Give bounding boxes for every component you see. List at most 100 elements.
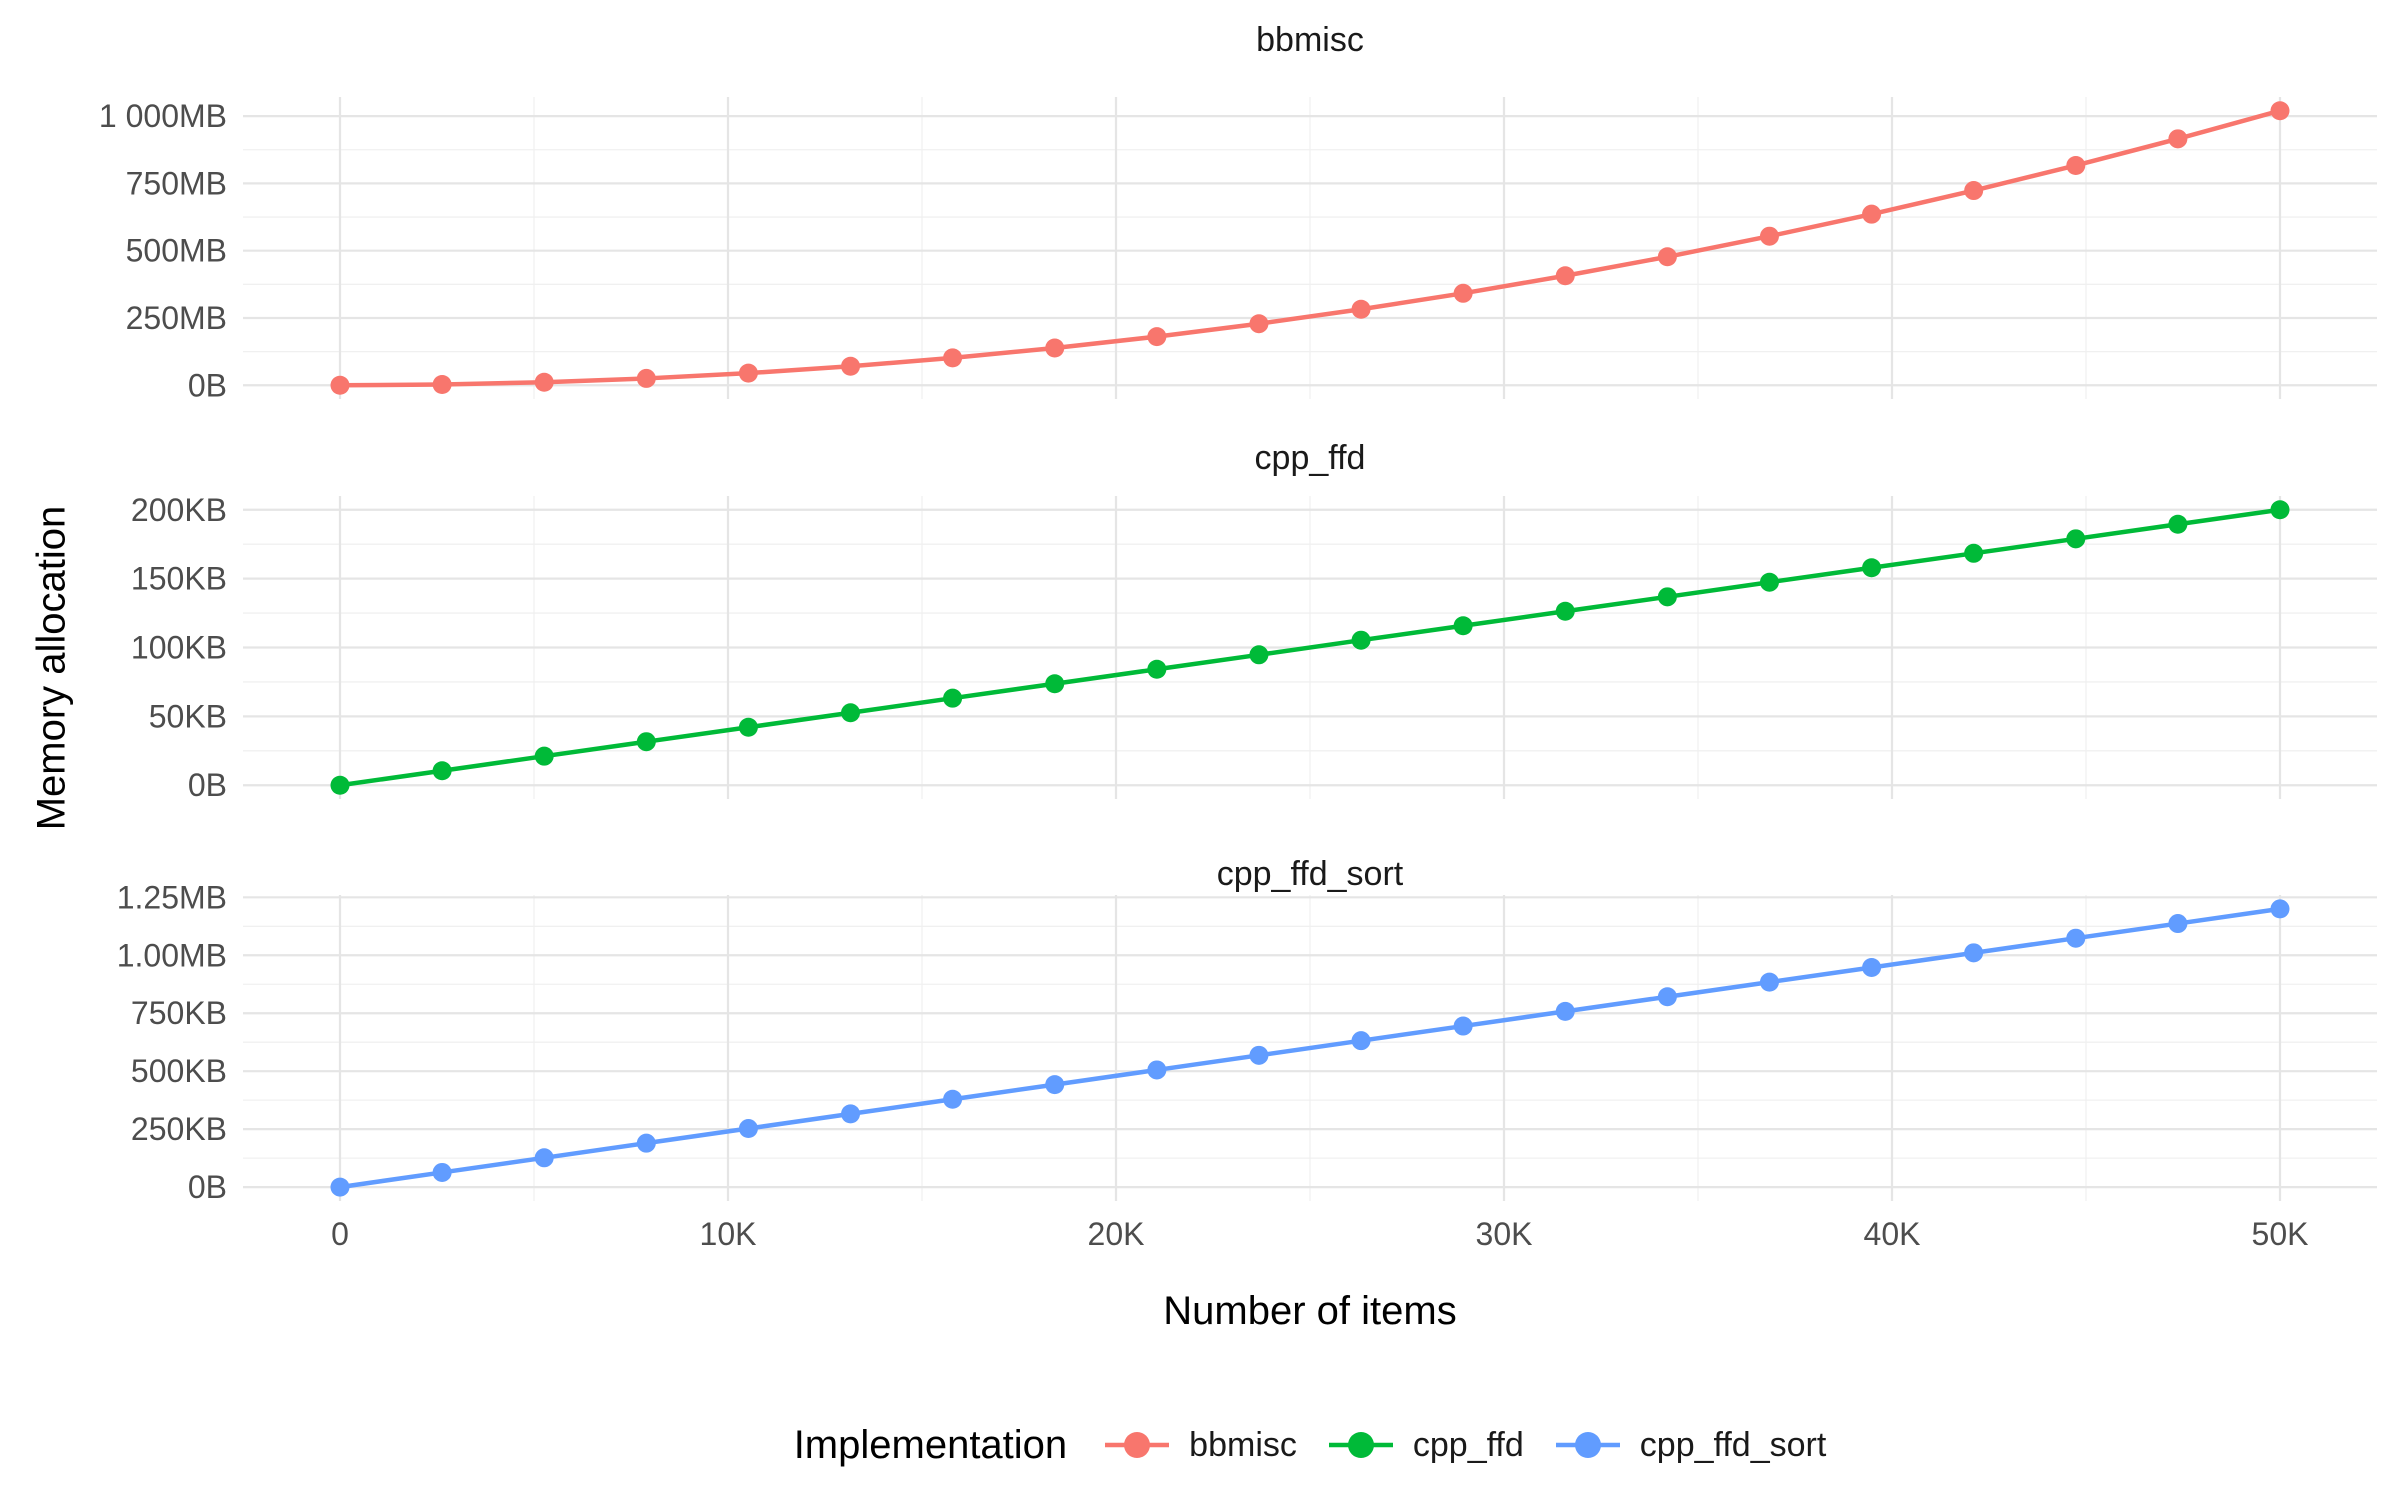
y-tick-label: 1.25MB <box>117 879 227 915</box>
legend-item-cpp-ffd-sort: cpp_ffd_sort <box>1554 1423 1827 1467</box>
data-point-bbmisc <box>2066 155 2086 175</box>
y-axis-title: Memory allocation <box>29 505 74 831</box>
data-point-cpp_ffd_sort <box>330 1177 350 1197</box>
facet-title-cpp-ffd: cpp_ffd <box>1254 439 1366 477</box>
data-point-cpp_ffd_sort <box>1351 1031 1371 1051</box>
data-point-cpp_ffd <box>1351 630 1371 650</box>
facet-panel-bbmisc: 0B 250MB 500MB 750MB 1 000MB <box>99 97 2377 403</box>
data-point-cpp_ffd <box>1964 543 1984 563</box>
facet-panel-cpp_ffd: 0B 50KB 100KB 150KB 200KB <box>131 492 2377 803</box>
data-point-cpp_ffd <box>1657 587 1677 607</box>
y-tick-label: 50KB <box>149 698 227 734</box>
data-point-cpp_ffd <box>534 746 554 766</box>
data-point-bbmisc <box>2270 101 2290 121</box>
y-tick-label: 250KB <box>131 1111 227 1147</box>
data-point-cpp_ffd <box>943 688 963 708</box>
data-point-cpp_ffd <box>636 732 656 752</box>
legend-label-cpp-ffd: cpp_ffd <box>1412 1425 1524 1464</box>
y-tick-label: 750MB <box>126 165 227 201</box>
data-point-cpp_ffd <box>1453 616 1473 636</box>
series-line-bbmisc <box>337 108 2283 388</box>
series-line-cpp_ffd_sort <box>337 906 2283 1190</box>
data-point-cpp_ffd <box>1759 572 1779 592</box>
data-point-cpp_ffd_sort <box>534 1148 554 1168</box>
data-point-cpp_ffd_sort <box>1045 1075 1065 1095</box>
data-point-cpp_ffd_sort <box>1862 957 1882 977</box>
legend-title: Implementation <box>793 1422 1068 1467</box>
facet-title-cpp-ffd-sort: cpp_ffd_sort <box>1216 855 1404 893</box>
y-tick-label: 150KB <box>131 561 227 597</box>
y-tick-label: 500KB <box>131 1053 227 1089</box>
y-tick-label: 500MB <box>126 233 227 269</box>
data-point-bbmisc <box>1351 299 1371 319</box>
series-line-cpp_ffd <box>337 507 2283 788</box>
data-point-cpp_ffd_sort <box>2066 928 2086 948</box>
data-point-cpp_ffd <box>1862 558 1882 578</box>
data-point-cpp_ffd_sort <box>841 1104 861 1124</box>
data-point-bbmisc <box>432 375 452 395</box>
data-point-cpp_ffd <box>2066 529 2086 549</box>
data-point-cpp_ffd <box>432 761 452 781</box>
legend-label-bbmisc: bbmisc <box>1189 1425 1297 1464</box>
data-point-cpp_ffd_sort <box>1147 1060 1167 1080</box>
data-point-bbmisc <box>1249 314 1269 334</box>
legend-item-cpp-ffd: cpp_ffd <box>1327 1423 1524 1467</box>
x-tick-label: 50K <box>2252 1216 2309 1252</box>
data-point-bbmisc <box>738 363 758 383</box>
x-tick-label: 20K <box>1088 1216 1145 1252</box>
data-point-bbmisc <box>1657 247 1677 267</box>
data-point-cpp_ffd_sort <box>1657 987 1677 1007</box>
data-point-cpp_ffd_sort <box>2270 899 2290 919</box>
data-point-bbmisc <box>1045 338 1065 358</box>
x-tick-label: 10K <box>700 1216 757 1252</box>
legend-item-bbmisc: bbmisc <box>1103 1423 1297 1467</box>
data-point-cpp_ffd <box>2270 500 2290 520</box>
data-point-cpp_ffd <box>1555 601 1575 621</box>
data-point-bbmisc <box>534 372 554 392</box>
y-tick-label: 100KB <box>131 630 227 666</box>
data-point-cpp_ffd_sort <box>1964 943 1984 963</box>
y-tick-label: 1.00MB <box>117 937 227 973</box>
data-point-bbmisc <box>1759 226 1779 246</box>
data-point-bbmisc <box>1453 283 1473 303</box>
x-tick-label: 30K <box>1476 1216 1533 1252</box>
data-point-cpp_ffd_sort <box>1555 1001 1575 1021</box>
y-tick-label: 250MB <box>126 300 227 336</box>
data-point-bbmisc <box>1862 204 1882 224</box>
data-point-cpp_ffd_sort <box>636 1133 656 1153</box>
data-point-cpp_ffd <box>1249 645 1269 665</box>
data-point-cpp_ffd <box>330 775 350 795</box>
data-point-cpp_ffd_sort <box>2168 914 2188 934</box>
y-tick-label: 750KB <box>131 995 227 1031</box>
data-point-bbmisc <box>330 375 350 395</box>
x-axis-title: Number of items <box>1163 1289 1457 1333</box>
data-point-cpp_ffd <box>2168 514 2188 534</box>
data-point-bbmisc <box>636 368 656 388</box>
data-point-bbmisc <box>1555 266 1575 286</box>
data-point-cpp_ffd <box>1045 674 1065 694</box>
data-point-cpp_ffd_sort <box>738 1119 758 1139</box>
data-point-bbmisc <box>841 356 861 376</box>
legend-key-bbmisc-icon <box>1105 1432 1170 1458</box>
data-point-cpp_ffd_sort <box>1453 1016 1473 1036</box>
y-tick-label: 1 000MB <box>99 98 227 134</box>
y-tick-label: 0B <box>188 1169 227 1205</box>
data-point-bbmisc <box>1147 327 1167 347</box>
data-point-cpp_ffd <box>841 703 861 723</box>
data-point-cpp_ffd_sort <box>943 1089 963 1109</box>
data-point-bbmisc <box>1964 181 1984 201</box>
y-tick-label: 200KB <box>131 492 227 528</box>
legend-key-cpp-ffd-icon <box>1328 1432 1393 1458</box>
x-axis: 0 10K 20K 30K 40K 50K <box>331 1216 2308 1252</box>
legend-label-cpp-ffd-sort: cpp_ffd_sort <box>1639 1425 1827 1464</box>
y-tick-label: 0B <box>188 767 227 803</box>
data-point-cpp_ffd_sort <box>432 1162 452 1182</box>
legend: Implementation bbmisc cpp_ffd cpp_ffd_so… <box>243 1415 2377 1475</box>
data-point-cpp_ffd <box>1147 659 1167 679</box>
data-point-cpp_ffd_sort <box>1249 1045 1269 1065</box>
data-point-bbmisc <box>943 348 963 368</box>
facet-panel-cpp_ffd_sort: 0B 250KB 500KB 750KB 1.00MB 1.25MB <box>117 879 2377 1205</box>
y-tick-label: 0B <box>188 367 227 403</box>
x-tick-label: 0 <box>331 1216 349 1252</box>
